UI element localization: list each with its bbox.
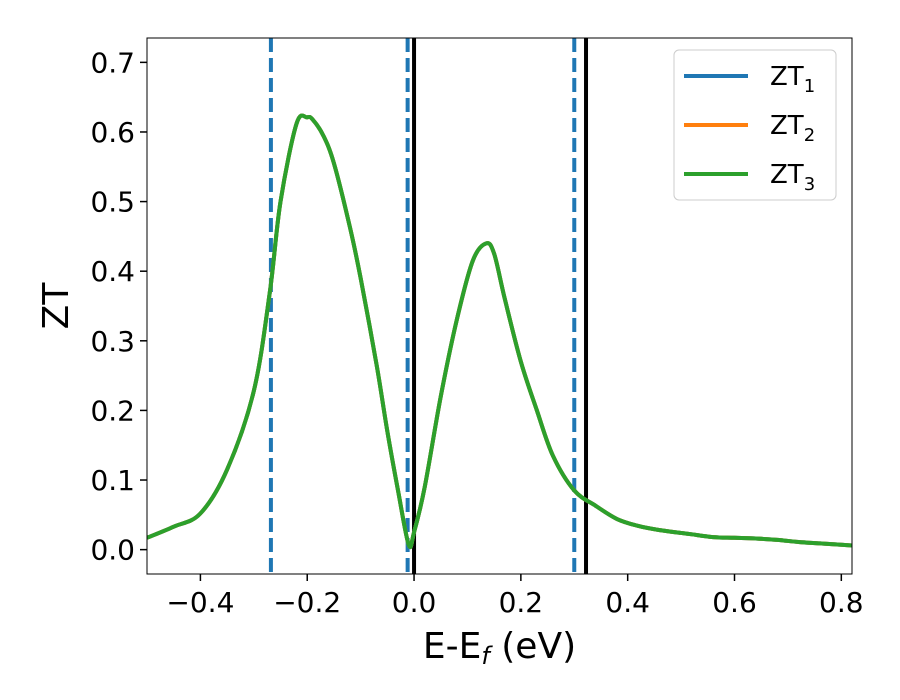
legend-box <box>673 49 837 201</box>
legend-label-1: ZT1 <box>770 62 815 97</box>
y-tick-label: 0.0 <box>90 534 135 567</box>
x-tick-label: 0.6 <box>712 586 757 619</box>
y-tick-label: 0.3 <box>90 325 135 358</box>
y-axis-ticks: 0.0 0.1 0.2 0.3 0.4 0.5 0.6 0.7 <box>90 46 147 567</box>
x-tick-label: −0.4 <box>166 586 234 619</box>
y-tick-label: 0.1 <box>90 464 135 497</box>
y-tick-label: 0.5 <box>90 186 135 219</box>
legend-label-2: ZT2 <box>770 111 815 146</box>
legend: ZT1 ZT2 ZT3 <box>673 49 837 201</box>
x-tick-label: 0.4 <box>605 586 650 619</box>
x-tick-label: 0.2 <box>499 586 544 619</box>
legend-label-3: ZT3 <box>770 160 815 195</box>
y-tick-label: 0.7 <box>90 46 135 79</box>
series-line-3 <box>147 113 852 550</box>
x-axis-ticks: −0.4 −0.2 0.0 0.2 0.4 0.6 0.8 <box>166 574 864 619</box>
y-tick-label: 0.6 <box>90 116 135 149</box>
x-tick-label: 0.8 <box>819 586 864 619</box>
y-tick-label: 0.2 <box>90 394 135 427</box>
y-axis-label: ZT <box>36 282 77 330</box>
x-axis-label-unit: (eV) <box>490 626 576 667</box>
y-tick-label: 0.4 <box>90 255 135 288</box>
x-axis-label: E-Ef (eV) <box>423 626 576 670</box>
x-tick-label: 0.0 <box>392 586 437 619</box>
plot-frame <box>146 37 853 575</box>
vertical-lines <box>268 38 589 574</box>
series-lines <box>147 113 852 550</box>
x-tick-label: −0.2 <box>273 586 341 619</box>
x-axis-label-main: E-E <box>423 626 481 667</box>
